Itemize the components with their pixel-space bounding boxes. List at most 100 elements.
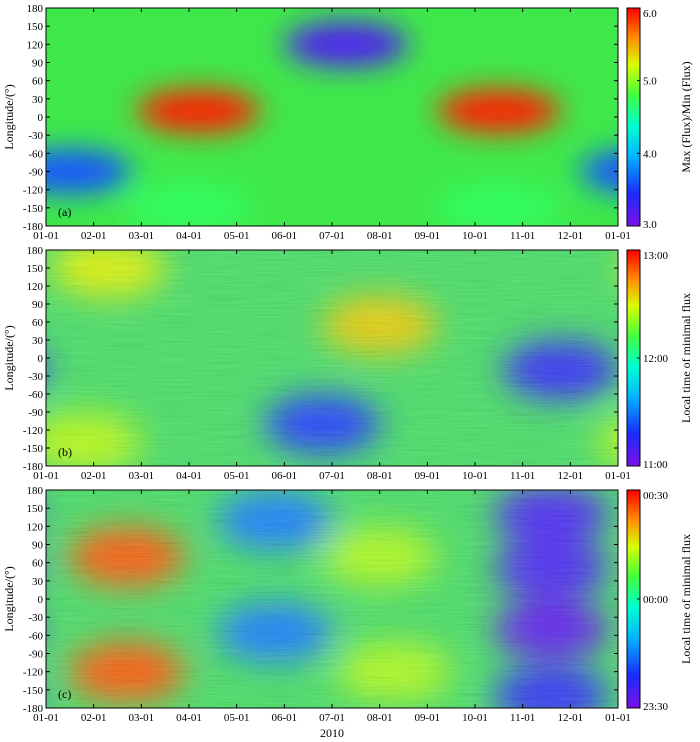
y-tick-label: -120 [23,667,44,679]
heatmap-panel-c [46,490,618,708]
x-tick-label: 03-01 [128,230,154,242]
x-tick-label: 06-01 [271,712,297,724]
y-tick-label: 150 [27,503,44,515]
x-tick-label: 01-01 [605,470,631,482]
colorbar-label-a: Max (Flux)/Min (Flux) [679,61,693,172]
x-tick-label: 12-01 [557,470,583,482]
y-tick-label: -90 [28,407,43,419]
heatmap-noise [46,250,618,466]
heatmap-panel-a [46,8,618,226]
x-tick-label: 11-01 [510,712,535,724]
y-tick-label: -180 [23,221,44,233]
y-tick-label: 180 [27,3,44,15]
x-tick-label: 08-01 [367,230,393,242]
colorbar-label-c: Local time of minimal flux [679,534,693,664]
y-tick-label: -60 [28,389,43,401]
x-tick-label: 09-01 [414,712,440,724]
x-tick-label: 05-01 [224,470,250,482]
x-tick-label: 07-01 [319,470,345,482]
heatmap-feature [284,22,409,67]
y-tick-label: -90 [28,649,43,661]
x-tick-label: 10-01 [462,712,488,724]
x-tick-label: 09-01 [414,470,440,482]
x-tick-label: 01-01 [33,230,59,242]
x-tick-label: 12-01 [557,712,583,724]
panel-tag-a: (a) [58,205,71,219]
y-tick-label: 30 [32,335,44,347]
heatmap-feature [436,88,561,133]
x-tick-label: 01-01 [605,230,631,242]
colorbar-label-b: Local time of minimal flux [679,293,693,423]
y-tick-label: -120 [23,425,44,437]
axes-layer: 1801501209060300-30-60-90-120-150-18001-… [23,3,631,724]
y-tick-label: -60 [28,148,43,160]
y-tick-label: 120 [27,521,44,533]
y-tick-label: 120 [27,39,44,51]
x-tick-label: 11-01 [510,470,535,482]
y-tick-label: -150 [23,685,44,697]
x-tick-label: 09-01 [414,230,440,242]
y-tick-label: -90 [28,167,43,179]
panel-tag-b: (b) [58,445,72,459]
y-tick-label: 90 [32,299,44,311]
x-tick-label: 04-01 [176,470,202,482]
x-tick-label: 02-01 [81,712,107,724]
y-tick-label: 0 [38,112,44,124]
y-tick-label: -150 [23,203,44,215]
x-tick-label: 05-01 [224,230,250,242]
x-tick-label: 03-01 [128,470,154,482]
y-tick-label: 90 [32,540,44,552]
heatmap-feature [136,88,261,133]
y-tick-label: 60 [32,317,44,329]
heatmap-panel-b [46,250,618,466]
x-tick-label: 04-01 [176,230,202,242]
x-tick-label: 06-01 [271,470,297,482]
y-tick-label: 0 [38,353,44,365]
y-axis-label-a: Longitude/(°) [2,84,16,149]
y-tick-label: -30 [28,612,43,624]
colorbar [626,7,641,227]
x-tick-label: 07-01 [319,712,345,724]
colorbar-tick-label: 4.0 [643,148,657,160]
y-tick-label: 150 [27,263,44,275]
colorbar-tick-label: 5.0 [643,76,657,88]
x-tick-label: 02-01 [81,470,107,482]
colorbar-tick-label: 00:30 [643,490,669,502]
panel-tag-c: (c) [58,687,71,701]
heatmap-feature [436,185,561,226]
y-tick-label: -30 [28,371,43,383]
colorbar-tick-label: 00:00 [643,594,669,606]
x-tick-label: 01-01 [33,712,59,724]
y-tick-label: 60 [32,558,44,570]
heatmap-feature [579,151,618,192]
y-axis-label-c: Longitude/(°) [2,566,16,631]
heatmap-feature [46,149,132,194]
x-axis-label: 2010 [320,726,344,740]
x-tick-label: 05-01 [224,712,250,724]
y-tick-label: 180 [27,245,44,257]
colorbar-tick-label: 13:00 [643,250,669,262]
x-tick-label: 04-01 [176,712,202,724]
x-tick-label: 01-01 [33,470,59,482]
y-tick-label: 0 [38,594,44,606]
y-tick-label: 120 [27,281,44,293]
y-tick-label: 30 [32,94,44,106]
y-tick-label: -180 [23,703,44,715]
x-tick-label: 10-01 [462,470,488,482]
y-tick-label: 30 [32,576,44,588]
y-tick-label: 90 [32,58,44,70]
x-tick-label: 08-01 [367,712,393,724]
x-tick-label: 12-01 [557,230,583,242]
y-tick-label: -180 [23,461,44,473]
y-tick-label: -30 [28,130,43,142]
x-tick-label: 03-01 [128,712,154,724]
x-tick-label: 02-01 [81,230,107,242]
y-tick-label: 180 [27,485,44,497]
y-tick-label: 150 [27,21,44,33]
colorbar-tick-label: 6.0 [643,8,657,20]
heatmap-noise [46,490,618,708]
colorbar-tick-label: 12:00 [643,353,669,365]
heatmap-feature [127,185,251,226]
colorbars: 6.0 5.0 4.0 3.0 13:00 12:00 11:00 00:30 00:00 23:… [626,7,669,713]
